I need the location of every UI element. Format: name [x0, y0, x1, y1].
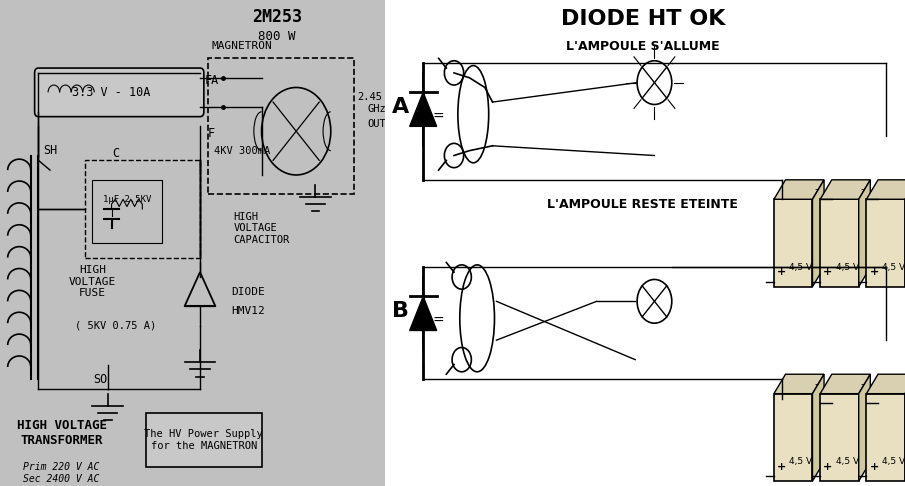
Polygon shape	[410, 296, 437, 330]
Text: B: B	[392, 301, 408, 321]
Text: 4,5 V: 4,5 V	[789, 263, 813, 272]
Polygon shape	[813, 180, 824, 287]
Polygon shape	[859, 180, 871, 287]
Polygon shape	[866, 374, 905, 394]
Text: -: -	[814, 379, 818, 389]
Text: +: +	[777, 267, 786, 277]
Polygon shape	[774, 374, 824, 394]
Polygon shape	[813, 374, 824, 481]
Text: 4,5 V: 4,5 V	[789, 457, 813, 466]
Text: HIGH VOLTAGE
TRANSFORMER: HIGH VOLTAGE TRANSFORMER	[16, 418, 107, 447]
Text: +: +	[824, 267, 833, 277]
Bar	[820, 394, 859, 481]
Bar	[147, 413, 262, 467]
Text: +: +	[777, 462, 786, 471]
Polygon shape	[410, 92, 437, 126]
Bar	[85, 160, 200, 258]
Text: FA: FA	[205, 74, 219, 87]
Text: -: -	[861, 185, 864, 194]
Text: 4,5 V: 4,5 V	[881, 457, 905, 466]
Text: 2.45: 2.45	[357, 92, 383, 102]
Text: +: +	[824, 462, 833, 471]
Text: C: C	[112, 147, 119, 159]
Polygon shape	[820, 374, 871, 394]
Bar	[866, 199, 905, 287]
Text: HIGH
VOLTAGE
FUSE: HIGH VOLTAGE FUSE	[69, 265, 116, 298]
Text: ( 5KV 0.75 A): ( 5KV 0.75 A)	[75, 321, 156, 330]
Text: SO: SO	[93, 373, 107, 385]
Text: MAGNETRON: MAGNETRON	[212, 41, 272, 51]
Text: Prim 220 V AC: Prim 220 V AC	[24, 462, 100, 471]
Bar	[92, 180, 161, 243]
Text: -: -	[861, 379, 864, 389]
Text: GHz: GHz	[367, 104, 386, 114]
Text: SH: SH	[43, 144, 57, 157]
Text: 4,5 V: 4,5 V	[881, 263, 905, 272]
FancyBboxPatch shape	[34, 68, 204, 117]
Text: OUT: OUT	[367, 119, 386, 129]
Text: F: F	[208, 127, 215, 140]
Text: 4KV 300mA: 4KV 300mA	[214, 146, 271, 156]
Polygon shape	[859, 374, 871, 481]
Text: HIGH
VOLTAGE
CAPACITOR: HIGH VOLTAGE CAPACITOR	[233, 212, 290, 245]
Text: 4,5 V: 4,5 V	[835, 457, 859, 466]
Bar	[208, 58, 354, 194]
Text: 800 W: 800 W	[258, 30, 296, 43]
Text: 4,5 V: 4,5 V	[835, 263, 859, 272]
Text: Sec 2400 V AC: Sec 2400 V AC	[24, 474, 100, 484]
Text: 2M253: 2M253	[252, 8, 302, 26]
Bar	[774, 199, 813, 287]
Polygon shape	[866, 180, 905, 199]
Text: A: A	[392, 97, 409, 117]
Bar	[866, 394, 905, 481]
Text: The HV Power Supply
for the MAGNETRON: The HV Power Supply for the MAGNETRON	[145, 429, 263, 451]
Text: DIODE HT OK: DIODE HT OK	[561, 9, 725, 30]
Bar	[820, 199, 859, 287]
Polygon shape	[820, 180, 871, 199]
Text: =: =	[433, 314, 444, 328]
Text: 1μF 2.5KV: 1μF 2.5KV	[103, 195, 151, 204]
Text: -: -	[814, 185, 818, 194]
Text: +: +	[870, 462, 879, 471]
Text: HMV12: HMV12	[231, 306, 264, 316]
Text: 3.3 V - 10A: 3.3 V - 10A	[72, 86, 151, 99]
Text: DIODE: DIODE	[231, 287, 264, 296]
Text: =: =	[433, 110, 444, 123]
Polygon shape	[774, 180, 824, 199]
Bar	[774, 394, 813, 481]
Text: L'AMPOULE RESTE ETEINTE: L'AMPOULE RESTE ETEINTE	[548, 198, 738, 210]
Text: +: +	[870, 267, 879, 277]
Text: L'AMPOULE S'ALLUME: L'AMPOULE S'ALLUME	[566, 40, 719, 52]
